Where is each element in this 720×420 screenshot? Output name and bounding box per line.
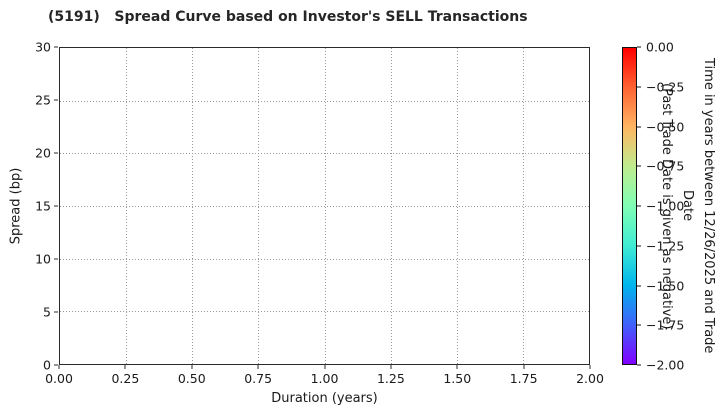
x-tick-mark: [191, 365, 193, 369]
x-tick-label: 0.50: [177, 371, 206, 386]
y-tick-label: 5: [43, 304, 51, 320]
x-tick-mark: [390, 365, 392, 369]
colorbar-tick-mark: [637, 165, 641, 167]
x-tick-mark: [257, 365, 259, 369]
y-tick-mark: [54, 46, 58, 48]
colorbar-label-line2: (Past Trade Date is given as negative): [658, 82, 674, 330]
colorbar-tick-mark: [637, 245, 641, 247]
colorbar-tick-label: −0.50: [646, 119, 685, 134]
colorbar-tick-label: −2.00: [646, 357, 685, 373]
colorbar-gradient: [623, 48, 636, 364]
x-axis-tick-marks: [58, 365, 591, 370]
colorbar-tick-mark: [637, 86, 641, 88]
y-tick-mark: [54, 311, 58, 313]
x-tick-mark: [124, 365, 126, 369]
colorbar-tick-label: −1.50: [646, 278, 685, 293]
colorbar-tick-mark: [637, 364, 641, 366]
y-axis-tick-marks: [54, 46, 59, 366]
grid-line-horizontal: [60, 311, 589, 313]
colorbar-tick-label: −1.75: [646, 317, 685, 333]
y-tick-label: 25: [35, 92, 51, 108]
y-tick-label: 10: [35, 251, 51, 267]
y-tick-mark: [54, 152, 58, 154]
y-tick-mark: [54, 99, 58, 101]
chart-title: (5191) Spread Curve based on Investor's …: [48, 9, 528, 25]
plot-area: [59, 47, 590, 365]
x-axis-tick-labels: 0.00 0.25 0.50 0.75 1.00 1.25 1.50 1.75 …: [45, 371, 604, 387]
x-tick-mark: [589, 365, 591, 369]
colorbar-tick-label: −1.00: [646, 198, 685, 214]
x-tick-label: 1.00: [310, 371, 339, 386]
colorbar-tick-mark: [637, 205, 641, 207]
y-axis-label: Spread (bp): [8, 167, 24, 245]
colorbar-label-line1: Time in years between 12/26/2025 and Tra…: [679, 58, 716, 354]
x-tick-mark: [456, 365, 458, 369]
x-tick-label: 0.75: [244, 371, 273, 386]
y-tick-mark: [54, 364, 58, 366]
y-tick-label: 0: [43, 357, 51, 373]
grid-line-horizontal: [60, 100, 589, 102]
colorbar-tick-label: −1.25: [646, 238, 685, 254]
x-tick-label: 0.25: [111, 371, 140, 386]
x-tick-label: 1.50: [443, 371, 472, 386]
colorbar-tick-label: −0.25: [646, 79, 685, 95]
x-tick-mark: [58, 365, 60, 369]
grid-line-horizontal: [60, 258, 589, 260]
y-tick-mark: [54, 258, 58, 260]
x-tick-mark: [324, 365, 325, 369]
colorbar-tick-marks: [637, 46, 642, 366]
x-tick-label: 1.25: [376, 371, 405, 386]
y-tick-label: 15: [35, 198, 51, 214]
grid-line-horizontal: [60, 153, 589, 155]
y-tick-label: 30: [35, 39, 51, 55]
colorbar-tick-mark: [637, 126, 641, 127]
colorbar-tick-mark: [637, 285, 641, 286]
x-tick-label: 0.00: [45, 371, 73, 386]
y-tick-label: 20: [35, 145, 51, 161]
x-tick-mark: [523, 365, 525, 369]
colorbar-tick-mark: [637, 46, 641, 48]
colorbar-tick-label: −0.75: [646, 158, 685, 174]
y-tick-mark: [54, 205, 58, 207]
colorbar-tick-mark: [637, 324, 641, 326]
colorbar-tick-label: 0.00: [646, 39, 674, 55]
y-axis-tick-labels: 30 25 20 15 10 5 0: [2, 40, 51, 373]
x-tick-label: 1.75: [509, 371, 538, 386]
colorbar: [622, 47, 637, 365]
x-axis-label: Duration (years): [271, 391, 378, 406]
colorbar-tick-labels: 0.00 −0.25 −0.50 −0.75 −1.00 −1.25 −1.50…: [646, 40, 686, 373]
x-tick-label: 2.00: [576, 371, 604, 386]
grid-line-horizontal: [60, 206, 589, 207]
colorbar-label: Time in years between 12/26/2025 and Tra…: [656, 47, 719, 365]
